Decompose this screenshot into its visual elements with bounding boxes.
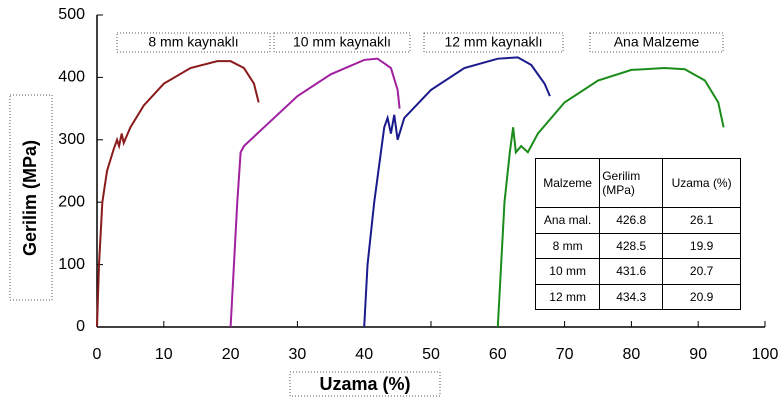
legend-box bbox=[273, 32, 411, 53]
table-cell: 20.7 bbox=[662, 258, 741, 285]
x-tick-label: 100 bbox=[752, 346, 779, 363]
y-axis-title: Gerilim (MPa) bbox=[20, 140, 40, 256]
legend-label: Ana Malzeme bbox=[614, 34, 700, 50]
table-cell: 431.6 bbox=[599, 258, 664, 285]
ylabel-box bbox=[9, 94, 53, 301]
y-tick-label: 200 bbox=[58, 193, 85, 210]
table-row: 10 mm 431.6 20.7 bbox=[534, 258, 741, 285]
legend-box bbox=[589, 32, 724, 53]
results-table: Malzeme Gerilim (MPa) Uzama (%) Ana mal. 426… bbox=[534, 157, 741, 310]
table-cell: 426.8 bbox=[599, 207, 664, 234]
xlabel-box bbox=[289, 371, 441, 397]
x-tick-label: 0 bbox=[93, 346, 102, 363]
table-cell: 8 mm bbox=[534, 232, 601, 260]
legend-label: 10 mm kaynaklı bbox=[293, 34, 391, 50]
table-cell: 19.9 bbox=[662, 232, 741, 260]
x-tick-label: 90 bbox=[689, 346, 707, 363]
x-tick-label: 20 bbox=[222, 346, 240, 363]
y-tick-label: 500 bbox=[58, 6, 85, 23]
x-tick-label: 60 bbox=[489, 346, 507, 363]
series-line bbox=[96, 60, 260, 328]
legend-label: 8 mm kaynaklı bbox=[148, 34, 238, 50]
x-axis-title: Uzama (%) bbox=[319, 374, 410, 394]
table-cell: 10 mm bbox=[534, 258, 601, 285]
y-tick-label: 0 bbox=[76, 318, 85, 335]
series-line bbox=[229, 57, 401, 328]
legend-box bbox=[423, 32, 564, 53]
table-cell: 428.5 bbox=[599, 232, 664, 260]
series-line bbox=[363, 56, 551, 328]
x-tick-label: 30 bbox=[289, 346, 307, 363]
legend-label: 12 mm kaynaklı bbox=[444, 34, 542, 50]
x-tick-label: 50 bbox=[422, 346, 440, 363]
legend-box bbox=[116, 32, 271, 53]
series-line bbox=[496, 67, 725, 328]
y-tick-label: 400 bbox=[58, 69, 85, 86]
y-tick-label: 100 bbox=[58, 256, 85, 273]
table-header-cell: Malzeme bbox=[534, 157, 601, 209]
table-row: Ana mal. 426.8 26.1 bbox=[534, 207, 741, 234]
table-row: 8 mm 428.5 19.9 bbox=[534, 232, 741, 260]
table-cell: Ana mal. bbox=[534, 207, 601, 234]
table-cell: 20.9 bbox=[662, 283, 741, 310]
table-header-cell: Gerilim (MPa) bbox=[599, 157, 664, 209]
table-header-cell: Uzama (%) bbox=[662, 157, 741, 209]
y-tick-label: 300 bbox=[58, 131, 85, 148]
x-tick-label: 70 bbox=[556, 346, 574, 363]
table-cell: 26.1 bbox=[662, 207, 741, 234]
table-cell: 434.3 bbox=[599, 283, 664, 310]
table-row: 12 mm 434.3 20.9 bbox=[534, 283, 741, 310]
table-header-row: Malzeme Gerilim (MPa) Uzama (%) bbox=[534, 157, 741, 209]
x-tick-label: 10 bbox=[155, 346, 173, 363]
x-tick-label: 40 bbox=[355, 346, 373, 363]
table-cell: 12 mm bbox=[534, 283, 601, 310]
x-tick-label: 80 bbox=[623, 346, 641, 363]
